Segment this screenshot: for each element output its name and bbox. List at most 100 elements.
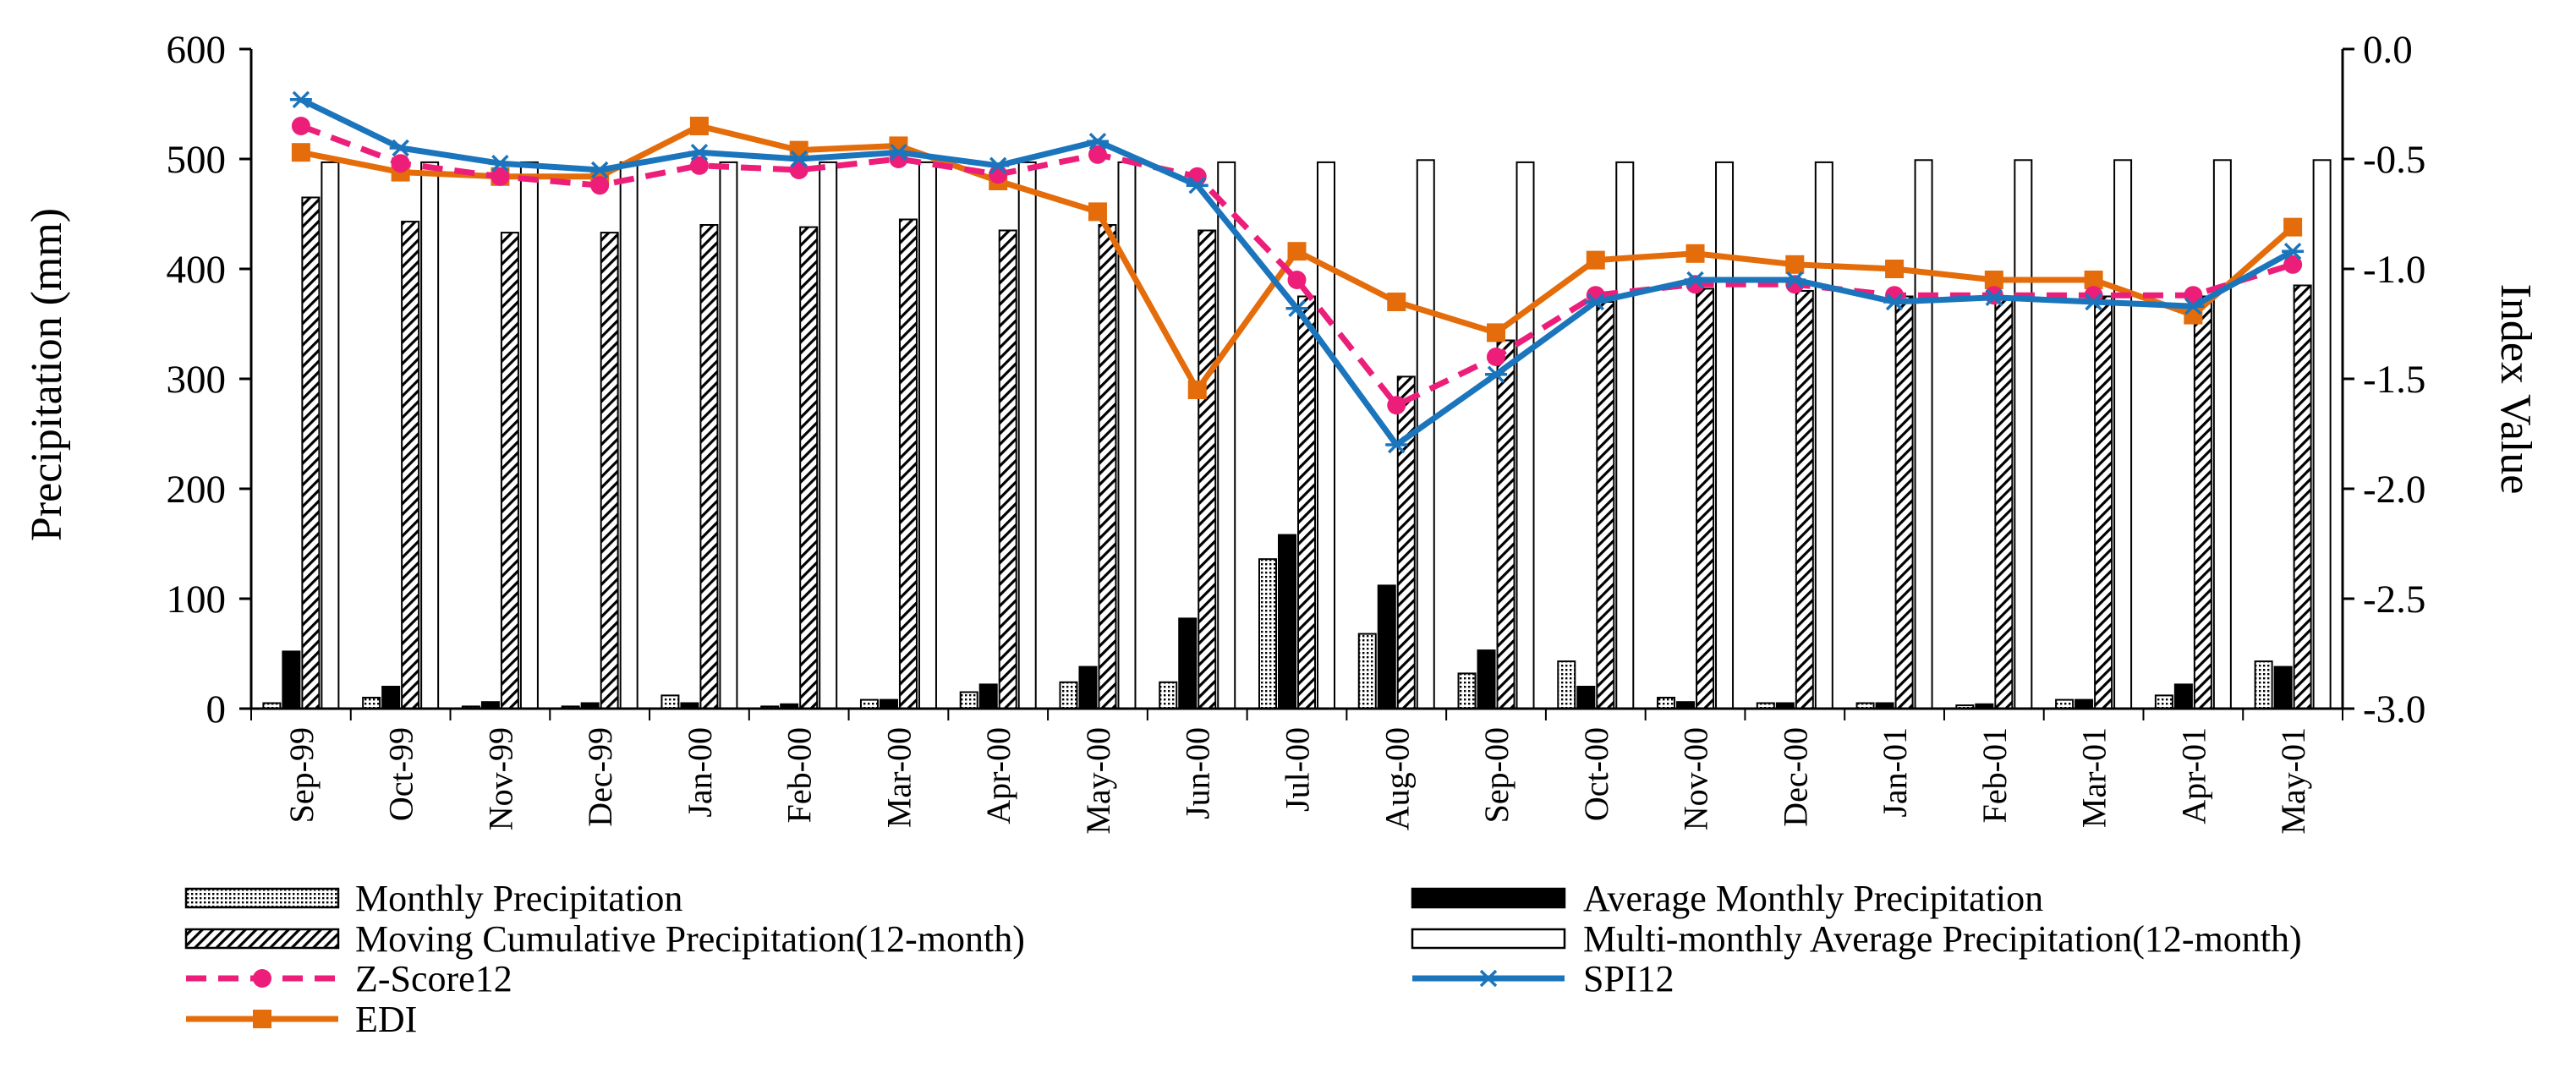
- legend-swatch-dotted: [184, 887, 340, 909]
- bar-dotted: [1657, 697, 1676, 709]
- bar-solid: [1178, 617, 1198, 710]
- point-spi12: [589, 161, 611, 179]
- point-spi12: [289, 90, 312, 109]
- bar-hollow: [1814, 161, 1833, 709]
- bar-hatched: [2193, 295, 2212, 709]
- bar-dotted: [660, 694, 680, 710]
- x-tick-label: Apr-00: [979, 727, 1017, 824]
- point-edi: [1984, 271, 2003, 289]
- bar-hatched: [1696, 288, 1715, 709]
- bar-dotted: [2154, 694, 2173, 710]
- bar-solid: [879, 698, 898, 709]
- point-spi12: [1186, 176, 1209, 194]
- x-tick-label: Nov-00: [1677, 727, 1715, 830]
- bar-hatched: [1994, 295, 2014, 709]
- bar-hollow: [321, 161, 340, 709]
- bar-hatched: [2094, 295, 2113, 709]
- bar-dotted: [2254, 660, 2273, 709]
- bar-hollow: [420, 161, 440, 709]
- bar-solid: [1477, 649, 1496, 709]
- legend-label: Moving Cumulative Precipitation(12-month…: [355, 918, 1025, 960]
- y2-tick-label: -0.5: [2363, 138, 2425, 182]
- legend-label: Multi-monthly Average Precipitation(12-m…: [1583, 918, 2302, 960]
- bar-hatched: [799, 226, 819, 710]
- y-tick-label: 300: [167, 358, 227, 402]
- bar-hollow: [918, 161, 937, 709]
- point-edi: [1387, 293, 1406, 311]
- point-z-score12: [491, 167, 510, 186]
- bar-hollow: [2312, 159, 2332, 710]
- legend-label: Z-Score12: [355, 958, 512, 1000]
- legend-label: SPI12: [1583, 958, 1674, 1000]
- legend-label: Monthly Precipitation: [355, 878, 682, 919]
- x-tick-label: May-00: [1079, 727, 1117, 835]
- point-spi12: [2182, 297, 2205, 315]
- point-edi: [1586, 250, 1605, 270]
- point-z-score12: [291, 117, 310, 135]
- y-tick-label: 500: [167, 138, 227, 182]
- point-z-score12: [1287, 271, 1307, 289]
- x-tick-label: Apr-01: [2174, 727, 2212, 824]
- line-z-score12: [299, 123, 2294, 408]
- bar-solid: [1377, 584, 1396, 710]
- bar-dotted: [859, 698, 879, 709]
- legend-swatch-hollow: [1411, 928, 1566, 950]
- y2-tick-label: -2.0: [2363, 468, 2425, 512]
- bar-hollow: [619, 161, 639, 709]
- point-z-score12: [1487, 348, 1506, 366]
- point-spi12: [1883, 293, 1906, 311]
- axes: 0 100 200 300 400 500 600 -3.0 -2.5 -2.0 -1.5 -1.0 -…: [167, 28, 2426, 835]
- bar-hatched: [1198, 229, 1217, 709]
- point-edi: [1187, 381, 1207, 399]
- point-z-score12: [1387, 396, 1406, 415]
- x-tick-label: Sep-99: [282, 727, 321, 823]
- bar-solid: [2173, 683, 2193, 710]
- plot-area: 0 100 200 300 400 500 600 -3.0 -2.5 -2.0 -1.5 -1.0 -…: [167, 28, 2426, 835]
- x-tick-label: Oct-99: [382, 727, 420, 821]
- x-tick-label: Mar-00: [880, 727, 918, 828]
- bar-hatched: [1098, 224, 1117, 709]
- bar-dotted: [1059, 681, 1078, 709]
- bar-dotted: [1159, 681, 1178, 709]
- point-spi12: [1485, 365, 1508, 384]
- bar-hatched: [301, 196, 321, 709]
- y-tick-label: 600: [167, 28, 227, 72]
- legend-swatch-solid: [1411, 887, 1566, 909]
- bar-hollow: [1715, 161, 1735, 709]
- point-spi12: [1982, 288, 2005, 307]
- x-tick-label: Aug-00: [1378, 727, 1416, 830]
- point-spi12: [1684, 271, 1707, 289]
- point-spi12: [987, 156, 1010, 175]
- legend-label: Average Monthly Precipitation: [1583, 878, 2043, 919]
- bar-dotted: [959, 691, 978, 709]
- x-tick-label: Dec-99: [581, 727, 619, 827]
- bar-hatched: [1795, 290, 1814, 709]
- bar-solid: [2075, 698, 2094, 709]
- bar-solid: [282, 650, 301, 710]
- point-z-score12: [391, 154, 410, 173]
- x-tick-label: Jun-00: [1179, 727, 1217, 819]
- x-tick-label: Jan-01: [1876, 727, 1914, 818]
- point-spi12: [2282, 242, 2305, 260]
- bar-solid: [1278, 534, 1296, 709]
- point-spi12: [1784, 271, 1806, 289]
- legend-marker: [1477, 969, 1499, 988]
- point-spi12: [1584, 293, 1607, 311]
- point-z-score12: [1088, 145, 1107, 164]
- bar-hatched: [1297, 295, 1316, 709]
- y-tick-label: 200: [167, 468, 227, 512]
- x-tick-label: Mar-01: [2075, 727, 2113, 828]
- bar-hollow: [2212, 159, 2232, 710]
- point-spi12: [787, 150, 810, 168]
- bar-dotted: [1258, 558, 1277, 710]
- bar-hatched: [600, 232, 619, 710]
- point-edi: [1685, 244, 1705, 263]
- bar-solid: [2273, 665, 2293, 709]
- bar-hatched: [898, 218, 918, 709]
- bar-solid: [1078, 665, 1098, 709]
- point-spi12: [2082, 293, 2105, 311]
- bar-hatched: [699, 224, 719, 709]
- bar-dotted: [1457, 672, 1477, 710]
- y-tick-label: 0: [206, 687, 227, 731]
- point-spi12: [1285, 299, 1308, 318]
